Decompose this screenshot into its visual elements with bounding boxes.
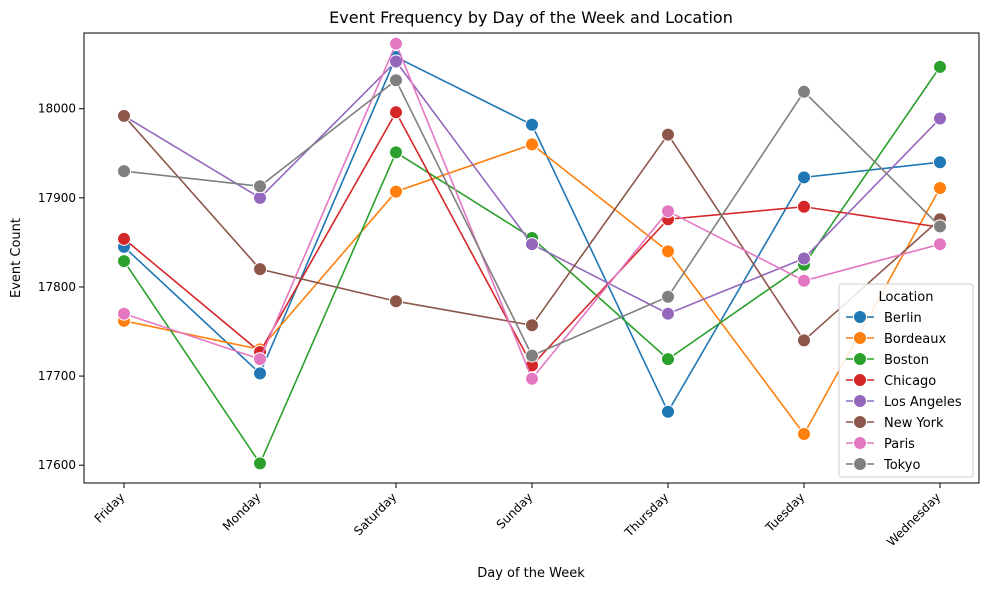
legend-label: Boston bbox=[884, 353, 929, 368]
data-point bbox=[117, 231, 131, 246]
data-point bbox=[797, 333, 811, 348]
legend-label: New York bbox=[884, 416, 944, 431]
data-point bbox=[797, 251, 811, 266]
data-point bbox=[389, 73, 403, 88]
x-axis-label: Day of the Week bbox=[477, 566, 585, 581]
legend-item: Los Angeles bbox=[846, 394, 962, 410]
data-point bbox=[253, 456, 267, 471]
x-axis: Friday Monday Saturday Sunday Thursday Tuesda… bbox=[92, 483, 943, 549]
y-tick-label: 17600 bbox=[38, 458, 76, 472]
data-point bbox=[933, 155, 947, 170]
data-point bbox=[253, 352, 267, 367]
y-axis: 17600 17700 17800 17900 18000 bbox=[38, 102, 84, 472]
legend-title: Location bbox=[879, 290, 934, 305]
x-tick-label: Tuesday bbox=[762, 490, 807, 535]
data-point bbox=[797, 426, 811, 441]
data-point bbox=[389, 36, 403, 51]
data-point bbox=[389, 184, 403, 199]
legend-item: Chicago bbox=[846, 373, 936, 389]
legend-swatch-marker bbox=[853, 373, 867, 387]
legend-label: Los Angeles bbox=[884, 395, 962, 410]
data-point bbox=[933, 111, 947, 126]
x-tick-label: Wednesday bbox=[884, 490, 943, 549]
legend-swatch-marker bbox=[853, 331, 867, 345]
series-tokyo bbox=[117, 73, 947, 363]
legend-label: Tokyo bbox=[883, 458, 920, 473]
data-point bbox=[117, 164, 131, 179]
data-point bbox=[797, 273, 811, 288]
data-point bbox=[117, 254, 131, 269]
x-tick-label: Friday bbox=[92, 490, 128, 526]
data-point bbox=[389, 105, 403, 120]
data-point bbox=[933, 219, 947, 234]
data-point bbox=[797, 199, 811, 214]
series-line bbox=[123, 143, 941, 436]
data-point bbox=[797, 170, 811, 185]
data-point bbox=[117, 108, 131, 123]
data-point bbox=[525, 371, 539, 386]
data-point bbox=[525, 237, 539, 252]
data-point bbox=[933, 237, 947, 252]
legend-box bbox=[838, 283, 974, 478]
x-tick-label: Thursday bbox=[621, 490, 671, 540]
legend-item: Boston bbox=[846, 352, 929, 368]
data-point bbox=[117, 306, 131, 321]
x-tick-label: Monday bbox=[220, 490, 263, 533]
data-point bbox=[661, 127, 675, 142]
data-point bbox=[253, 366, 267, 381]
y-axis-label: Event Count bbox=[9, 218, 24, 298]
series-paris bbox=[117, 36, 947, 386]
legend-label: Bordeaux bbox=[884, 332, 946, 347]
y-tick-label: 17800 bbox=[38, 280, 76, 294]
legend-swatch-marker bbox=[853, 352, 867, 366]
legend-swatch-marker bbox=[853, 394, 867, 408]
x-tick-label: Sunday bbox=[494, 490, 536, 532]
legend: Location Berlin Bordeaux Boston Chicago Los … bbox=[838, 283, 974, 478]
data-point bbox=[661, 244, 675, 259]
y-tick-label: 18000 bbox=[38, 102, 76, 116]
data-point bbox=[661, 404, 675, 419]
x-tick-label: Saturday bbox=[351, 490, 399, 538]
data-point bbox=[933, 181, 947, 196]
series-line bbox=[123, 60, 941, 315]
data-point bbox=[389, 145, 403, 160]
data-point bbox=[933, 59, 947, 74]
data-point bbox=[389, 294, 403, 309]
legend-item: Bordeaux bbox=[846, 331, 946, 347]
legend-item: New York bbox=[846, 415, 944, 431]
legend-label: Paris bbox=[884, 437, 915, 452]
legend-item: Tokyo bbox=[846, 457, 920, 473]
data-point bbox=[253, 262, 267, 277]
data-point bbox=[661, 204, 675, 219]
data-point bbox=[661, 289, 675, 304]
data-point bbox=[525, 348, 539, 363]
data-point bbox=[661, 306, 675, 321]
series-bordeaux bbox=[117, 137, 947, 441]
legend-label: Berlin bbox=[884, 311, 922, 326]
y-tick-label: 17900 bbox=[38, 191, 76, 205]
legend-swatch-marker bbox=[853, 310, 867, 324]
legend-item: Paris bbox=[846, 436, 915, 452]
y-tick-label: 17700 bbox=[38, 369, 76, 383]
data-point bbox=[525, 117, 539, 132]
data-point bbox=[661, 352, 675, 367]
legend-swatch-marker bbox=[853, 436, 867, 450]
legend-swatch-marker bbox=[853, 457, 867, 471]
legend-label: Chicago bbox=[884, 374, 936, 389]
data-point bbox=[253, 179, 267, 194]
data-point bbox=[253, 190, 267, 205]
series-layer bbox=[117, 36, 947, 471]
legend-swatch-marker bbox=[853, 415, 867, 429]
data-point bbox=[797, 84, 811, 99]
series-los-angeles bbox=[117, 54, 947, 321]
chart-title: Event Frequency by Day of the Week and L… bbox=[329, 8, 733, 27]
legend-item: Berlin bbox=[846, 310, 922, 326]
data-point bbox=[525, 137, 539, 152]
data-point bbox=[525, 318, 539, 333]
